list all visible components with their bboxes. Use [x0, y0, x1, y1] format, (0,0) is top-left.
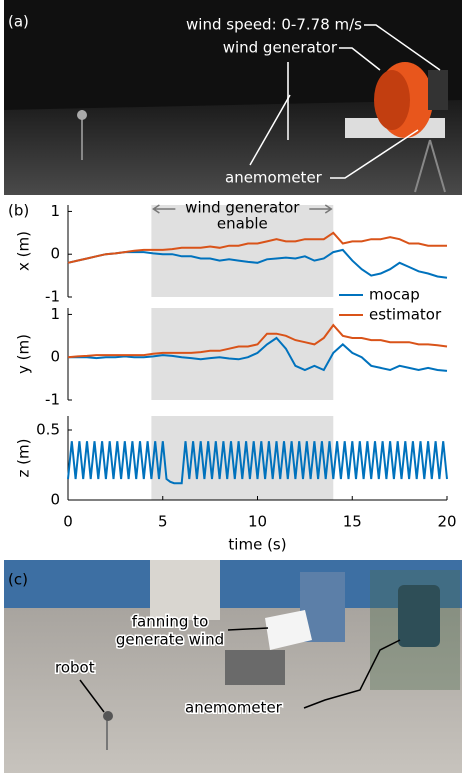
legend-label: estimator	[369, 306, 442, 324]
annotation: fanning to	[132, 613, 209, 631]
x-tick-label: 15	[343, 513, 362, 531]
x-tick-label: 0	[63, 513, 73, 531]
manhole	[225, 650, 285, 685]
y-tick-label: 0.5	[36, 421, 60, 439]
y-tick-label: -1	[45, 391, 60, 409]
panel-label: (c)	[8, 571, 28, 589]
y-axis-label: z (m)	[15, 439, 33, 478]
annotation: wind generator	[223, 39, 338, 57]
annotation: robot	[55, 659, 95, 677]
y-tick-label: 0	[50, 245, 60, 263]
controller	[428, 70, 448, 110]
robot-head	[103, 711, 113, 721]
figure: (a) wind speed: 0-7.78 m/s wind generato…	[0, 0, 466, 773]
person	[370, 570, 460, 690]
annotation: enable	[217, 215, 268, 233]
y-tick-label: 0	[50, 348, 60, 366]
y-axis-label: y (m)	[15, 334, 33, 374]
legend-label: mocap	[369, 286, 420, 304]
panel-label: (a)	[8, 13, 29, 31]
y-tick-label: 0	[50, 491, 60, 509]
x-tick-label: 20	[437, 513, 456, 531]
annotation: wind speed: 0-7.78 m/s	[186, 16, 362, 34]
annotation: generate wind	[116, 631, 224, 649]
y-tick-label: 1	[50, 202, 60, 220]
panel-label: (b)	[8, 202, 29, 220]
x-axis-label: time (s)	[228, 536, 286, 554]
annotation: anemometer	[225, 169, 323, 187]
y-axis-label: x (m)	[15, 231, 33, 271]
shaded-region	[151, 308, 333, 400]
x-tick-label: 5	[158, 513, 168, 531]
x-tick-label: 10	[248, 513, 267, 531]
photo-a: (a) wind speed: 0-7.78 m/s wind generato…	[4, 0, 462, 195]
wall	[150, 560, 220, 620]
robot-head	[77, 110, 87, 120]
y-tick-label: -1	[45, 288, 60, 306]
y-tick-label: 1	[50, 305, 60, 323]
photo-c: (c) fanning to generate wind robot anemo…	[4, 560, 462, 773]
wind-generator-face	[374, 70, 410, 130]
annotation: anemometer	[185, 699, 283, 717]
